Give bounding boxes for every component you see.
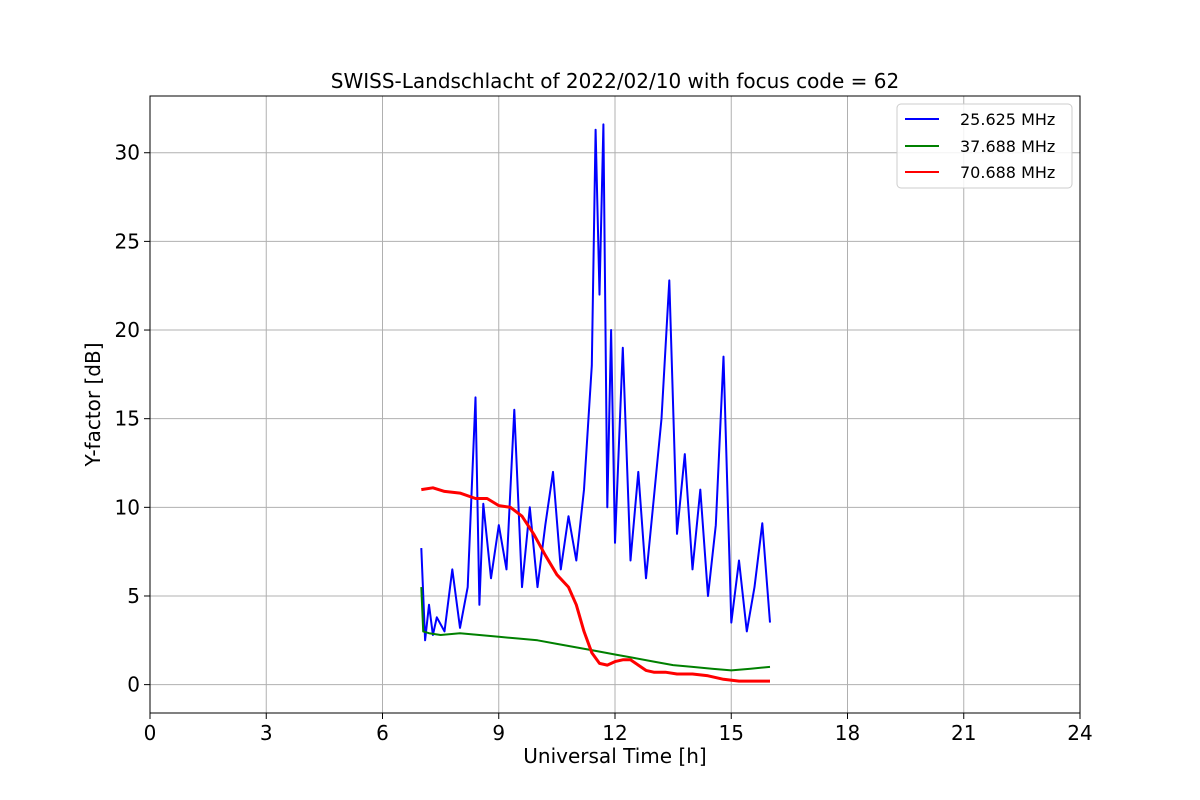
x-tick-label: 9 [492,721,505,745]
y-tick-label: 5 [127,584,140,608]
y-tick-label: 20 [115,318,140,342]
y-tick-label: 10 [115,495,140,519]
series-70mhz [421,486,770,683]
grid [149,96,1081,713]
y-tick-label: 0 [127,673,140,697]
y-tick-label: 30 [115,141,140,165]
x-axis-label: Universal Time [h] [523,744,706,768]
legend-box [896,103,1073,189]
legend-label-37mhz: 37.688 MHz [960,137,1055,156]
series-25mhz [420,123,771,642]
y-tick-label: 25 [115,229,140,253]
x-tick-label: 12 [602,721,627,745]
x-tick-label: 18 [835,721,860,745]
legend: 25.625 MHz 37.688 MHz 70.688 MHz [896,103,1073,189]
chart-title: SWISS-Landschlacht of 2022/02/10 with fo… [331,69,899,93]
x-tick-label: 0 [144,721,157,745]
x-tick-label: 21 [951,721,976,745]
legend-label-25mhz: 25.625 MHz [960,110,1055,129]
x-tick-label: 24 [1067,721,1092,745]
series-37mhz [420,587,771,672]
legend-label-70mhz: 70.688 MHz [960,163,1055,182]
series-layer [420,123,771,683]
x-tick-label: 15 [719,721,744,745]
y-axis-label: Y-factor [dB] [81,342,105,467]
y-tick-label: 15 [115,407,140,431]
x-tick-label: 6 [376,721,389,745]
x-tick-label: 3 [260,721,273,745]
ticks: 0 3 6 9 12 15 18 21 24 0 5 10 15 20 25 30 [115,141,1093,745]
